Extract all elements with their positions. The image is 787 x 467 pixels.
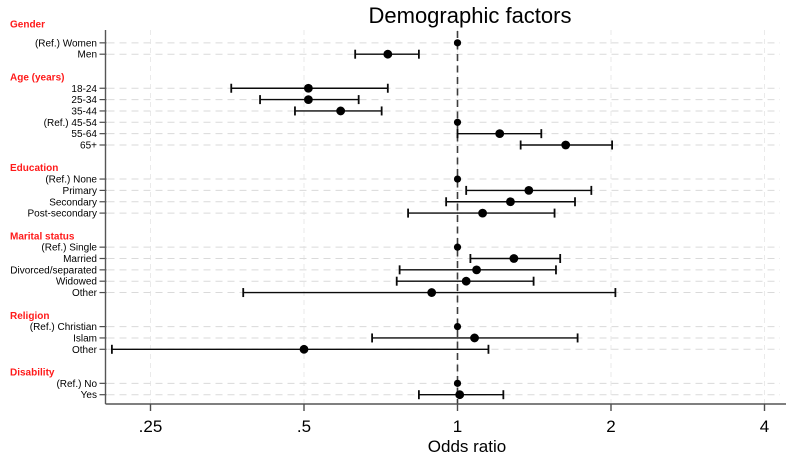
or-point — [303, 83, 313, 93]
row-label: Married — [63, 254, 97, 265]
x-tick-label: .25 — [139, 417, 163, 436]
row-label: 55-64 — [71, 129, 97, 140]
row-label: 25-34 — [71, 95, 97, 106]
row-label: Islam — [73, 333, 97, 344]
reference-point — [453, 118, 462, 126]
reference-point — [453, 323, 462, 331]
row-label: Widowed — [56, 277, 97, 288]
reference-point — [453, 243, 462, 251]
row-label: Secondary — [49, 197, 97, 208]
row-label: Divorced/separated — [10, 265, 97, 276]
or-point — [299, 344, 309, 354]
or-point — [478, 208, 487, 218]
or-point — [470, 333, 479, 343]
group-header: Religion — [10, 311, 49, 322]
reference-point — [453, 39, 462, 47]
or-point — [455, 390, 465, 400]
or-point — [509, 254, 519, 263]
group-header: Disability — [10, 368, 55, 379]
or-point — [495, 129, 505, 139]
row-label: Primary — [63, 186, 97, 197]
group-header: Marital status — [10, 231, 75, 242]
x-axis-label: Odds ratio — [428, 437, 506, 456]
row-label: (Ref.) Single — [41, 243, 97, 254]
reference-point — [453, 379, 462, 387]
or-point — [303, 95, 313, 104]
row-label: 35-44 — [71, 106, 97, 117]
or-point — [524, 186, 534, 195]
series-layer — [110, 39, 617, 400]
x-tick-label: 2 — [606, 417, 615, 436]
x-tick-label: .5 — [297, 417, 311, 436]
axis-layer — [99, 30, 786, 411]
or-point — [561, 140, 571, 150]
group-header: Gender — [10, 20, 45, 31]
or-point — [336, 106, 346, 116]
or-point — [506, 197, 515, 207]
grid-layer — [107, 30, 780, 404]
row-label: (Ref.) Christian — [30, 322, 97, 333]
group-header: Education — [10, 163, 58, 174]
row-label: (Ref.) No — [56, 379, 97, 390]
row-label: 18-24 — [71, 84, 97, 95]
x-tick-label: 4 — [760, 417, 769, 436]
or-point — [427, 288, 437, 297]
x-tick-label: 1 — [453, 417, 462, 436]
reference-point — [453, 175, 462, 183]
row-label: Other — [72, 345, 98, 356]
row-label: Other — [72, 288, 98, 299]
row-label: Yes — [81, 390, 97, 401]
row-label: 65+ — [80, 141, 97, 152]
row-label: (Ref.) None — [45, 175, 97, 186]
row-label: Men — [78, 50, 97, 61]
or-point — [383, 49, 393, 59]
or-point — [472, 265, 481, 275]
row-label: (Ref.) Women — [35, 38, 97, 49]
or-point — [461, 276, 471, 286]
row-label: Post-secondary — [28, 209, 97, 220]
chart-title: Demographic factors — [369, 3, 572, 28]
row-label: (Ref.) 45-54 — [44, 118, 98, 129]
group-header: Age (years) — [10, 72, 64, 83]
